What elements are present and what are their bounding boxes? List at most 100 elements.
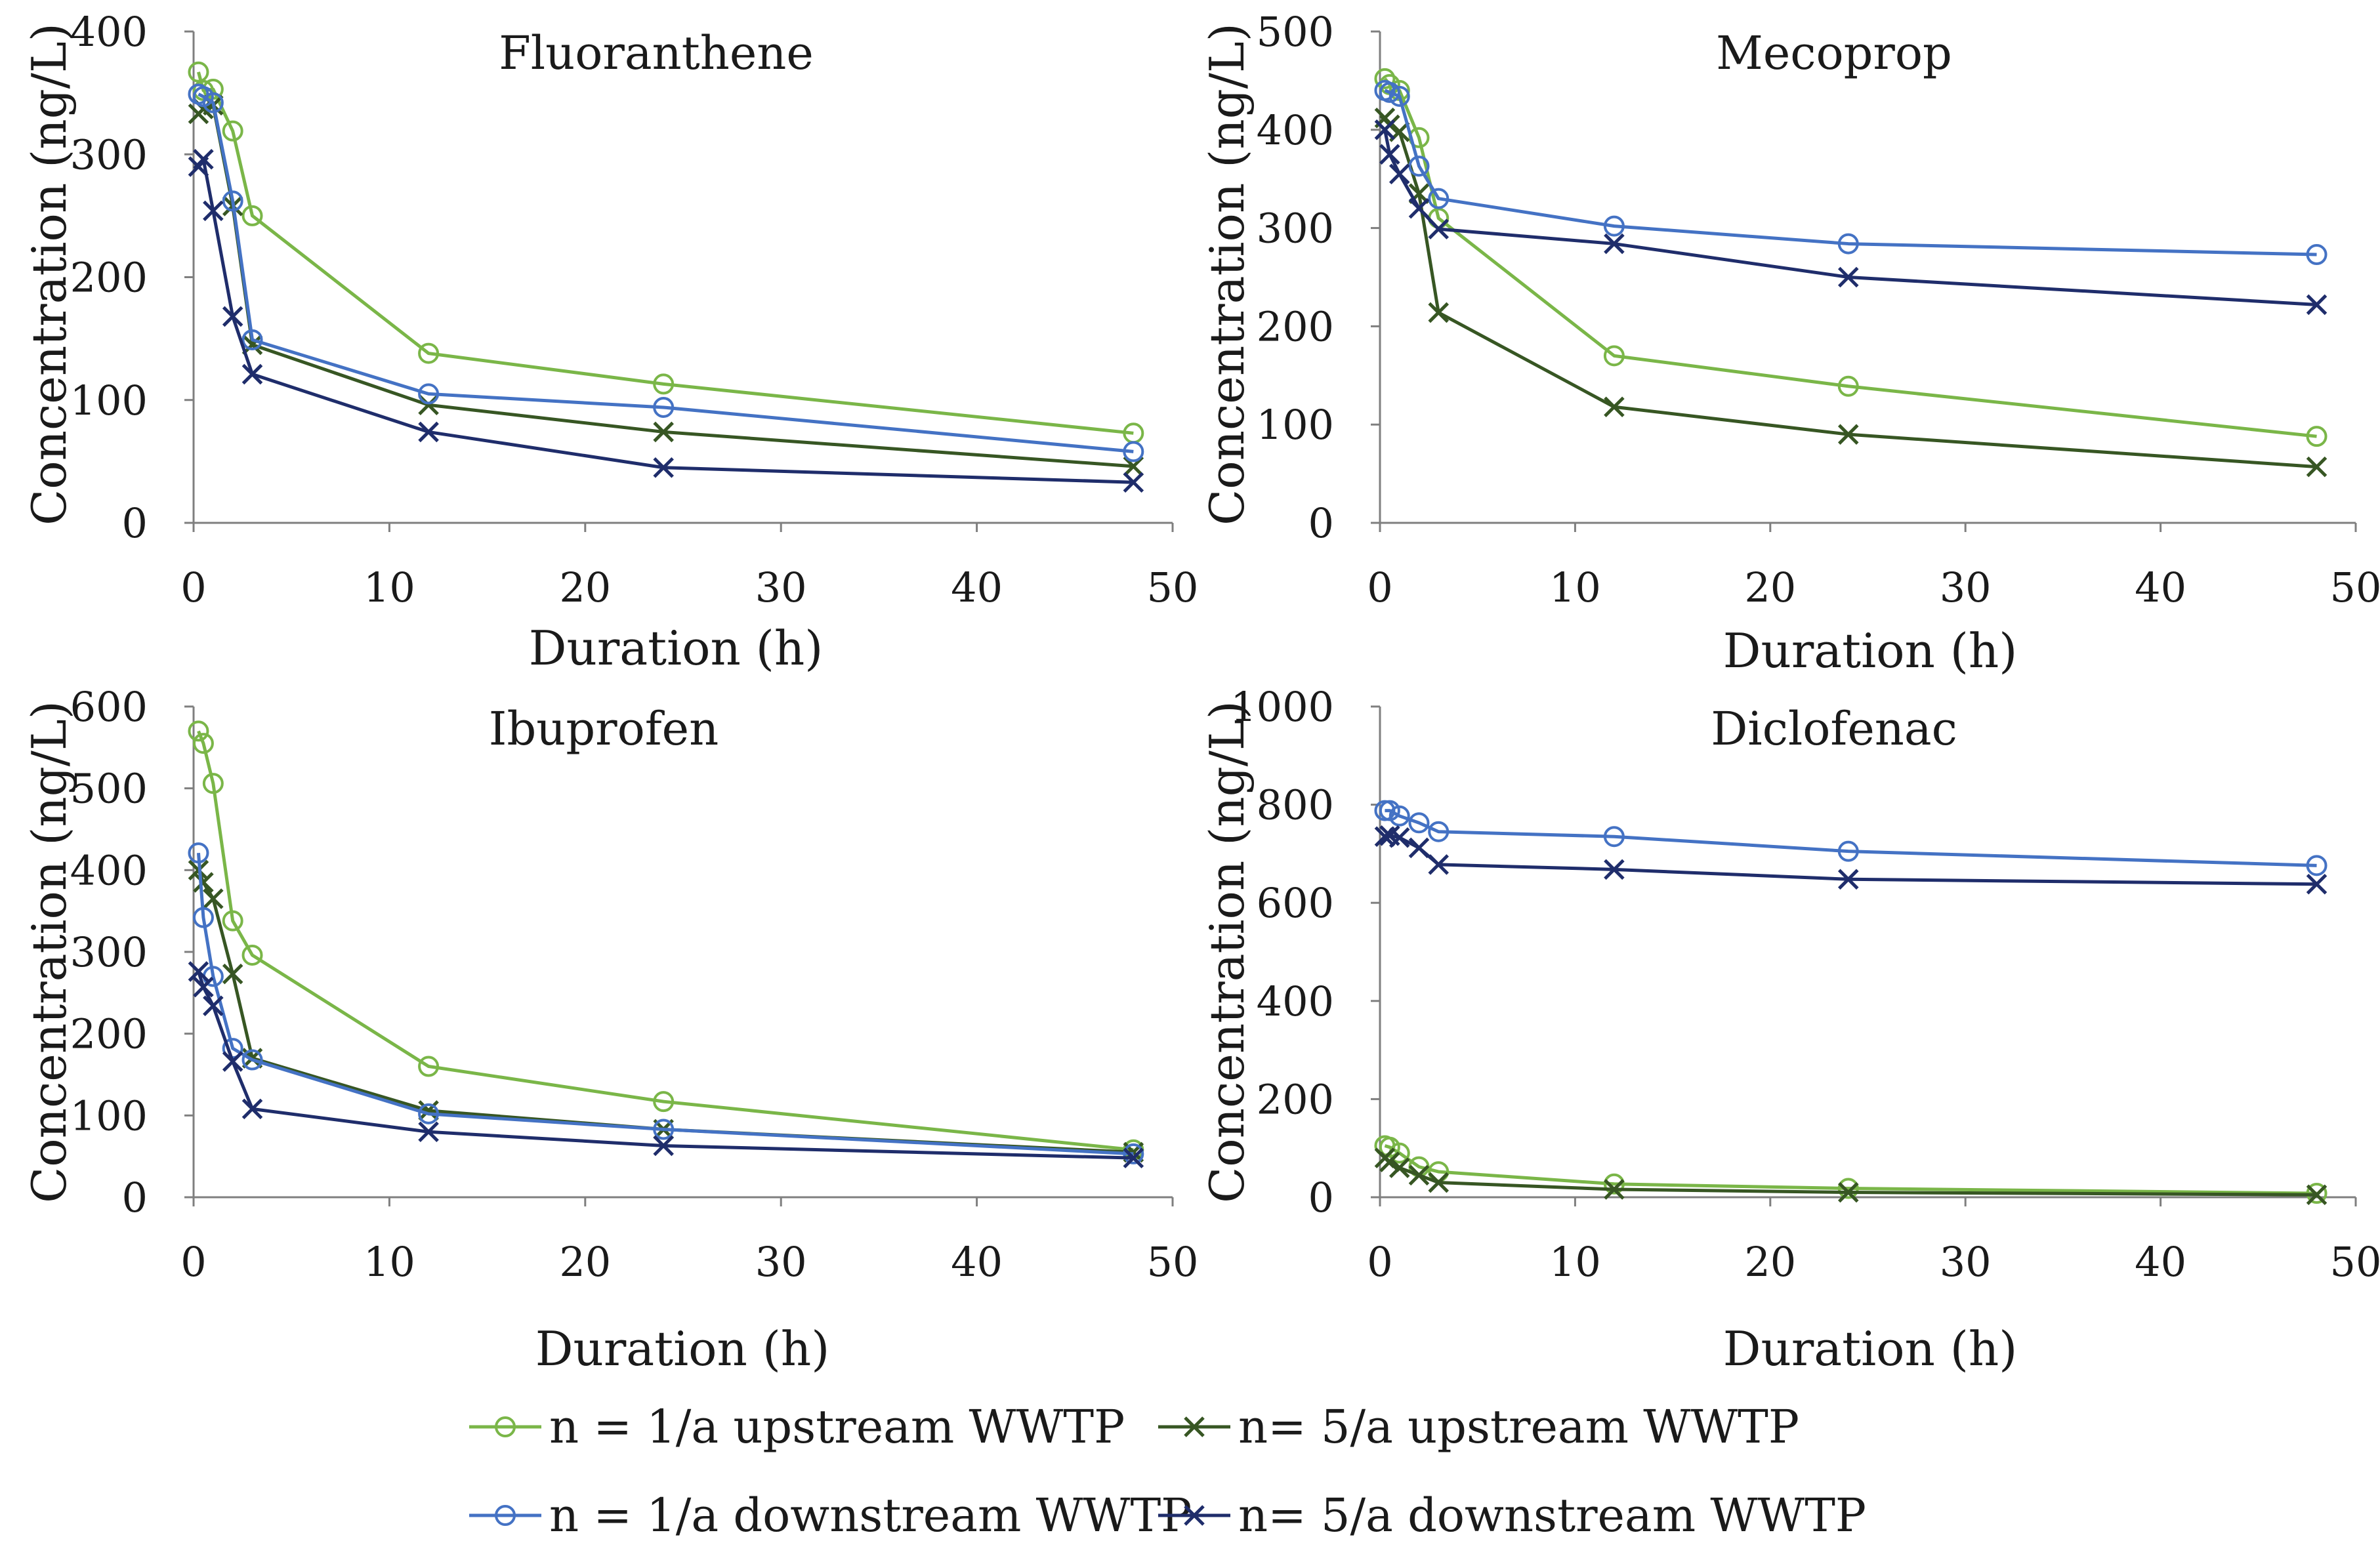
- data-point: [241, 334, 263, 356]
- y-tick-label: 600: [70, 683, 148, 731]
- x-tick-label: 30: [1940, 1238, 1992, 1286]
- legend: n = 1/a upstream WWTP n= 5/a upstream WWT…: [469, 1400, 1866, 1541]
- series-line: [1383, 77, 2317, 438]
- series-line: [196, 852, 1134, 1156]
- data-point: [193, 148, 214, 170]
- x-tick-label: 0: [180, 1238, 206, 1286]
- legend-label: n= 5/a downstream WWTP: [1238, 1489, 1866, 1541]
- legend-marker: [495, 1416, 516, 1437]
- data-point: [1603, 1173, 1625, 1195]
- data-point: [1388, 163, 1410, 184]
- data-point: [1388, 1157, 1410, 1178]
- data-point: [2306, 244, 2328, 266]
- data-point: [1123, 472, 1144, 493]
- series-line: [1384, 89, 2317, 257]
- x-tick-label: 20: [559, 1238, 611, 1286]
- x-axis-label: Duration (h): [1723, 1321, 2018, 1376]
- data-point: [222, 1051, 243, 1072]
- data-point: [1123, 1143, 1144, 1164]
- data-point: [1428, 854, 1449, 875]
- series-1: [188, 720, 1144, 1161]
- y-tick-label: 500: [70, 765, 148, 813]
- y-tick-label: 0: [122, 1174, 148, 1222]
- data-point: [1604, 233, 1625, 255]
- data-point: [1603, 345, 1625, 367]
- data-point: [418, 1103, 440, 1124]
- data-point: [188, 961, 209, 982]
- legend-label: n = 1/a upstream WWTP: [549, 1400, 1125, 1454]
- data-point: [203, 200, 224, 222]
- panel-ibuprofen: 0 100 200 300 400 500 600 0 10 20 30 40 50 Ibuprofen C…: [22, 683, 1198, 1376]
- series-3: [188, 83, 1144, 462]
- x-axis-label: Duration (h): [535, 1321, 830, 1376]
- data-point: [1428, 218, 1449, 239]
- legend-marker: [1184, 1416, 1205, 1437]
- data-point: [1123, 441, 1144, 462]
- data-point: [241, 329, 263, 350]
- series-4: [1374, 119, 2328, 316]
- x-tick-label: 0: [180, 564, 206, 611]
- x-tick-label: 0: [1367, 564, 1392, 611]
- y-tick-label: 300: [1257, 205, 1334, 253]
- series-4: [1374, 825, 2328, 895]
- x-tick-label: 40: [2135, 1238, 2186, 1286]
- legend-item-1: n = 1/a upstream WWTP: [469, 1400, 1125, 1454]
- x-tick-label: 10: [364, 1238, 415, 1286]
- data-point: [418, 383, 440, 405]
- series-3: [188, 842, 1144, 1164]
- data-point: [193, 976, 214, 998]
- data-point: [1428, 1172, 1449, 1193]
- y-tick-label: 400: [1257, 106, 1334, 154]
- legend-label: n = 1/a downstream WWTP: [549, 1489, 1192, 1541]
- data-point: [1428, 821, 1450, 842]
- data-point: [418, 1056, 440, 1077]
- y-tick-label: 600: [1257, 879, 1334, 927]
- series-2: [188, 859, 1144, 1163]
- y-tick-label: 100: [1257, 401, 1334, 449]
- x-tick-label: 20: [1744, 1238, 1796, 1286]
- x-axis-label: Duration (h): [529, 621, 824, 676]
- data-point: [418, 342, 440, 364]
- y-tick-label: 300: [70, 131, 148, 178]
- data-point: [241, 205, 263, 226]
- x-tick-label: 50: [1147, 564, 1199, 611]
- series-3: [1374, 800, 2328, 876]
- data-point: [188, 842, 209, 864]
- data-point: [188, 720, 209, 742]
- series-3: [1374, 79, 2328, 266]
- x-axis-label: Duration (h): [1723, 623, 2018, 678]
- x-tick-label: 30: [755, 564, 807, 611]
- y-tick-label: 100: [70, 377, 148, 424]
- data-point: [202, 92, 224, 113]
- data-point: [1408, 197, 1430, 219]
- series-line: [197, 157, 1134, 484]
- y-axis-label: Concentration (ng/L): [1200, 23, 1255, 525]
- y-tick-label: 500: [1257, 8, 1334, 56]
- data-point: [2306, 855, 2328, 876]
- data-point: [2306, 294, 2328, 316]
- x-tick-label: 30: [1940, 564, 1992, 611]
- panel-diclofenac: 0 200 400 600 800 1000 0 10 20 30 40 50 Diclofenac Co…: [1200, 683, 2380, 1376]
- y-tick-label: 0: [1308, 1174, 1334, 1222]
- data-point: [2306, 456, 2328, 478]
- data-point: [418, 1100, 439, 1121]
- x-tick-label: 50: [1147, 1238, 1199, 1286]
- data-point: [1837, 233, 1859, 255]
- data-point: [241, 363, 263, 385]
- panel-fluoranthene: 0 100 200 300 400 0 10 20 30 40 50 Fluoranthene Conc…: [22, 8, 1198, 676]
- x-tick-label: 10: [1549, 564, 1601, 611]
- legend-item-4: n= 5/a downstream WWTP: [1158, 1489, 1866, 1541]
- data-point: [1837, 266, 1859, 288]
- data-point: [1123, 1147, 1144, 1168]
- chart-title: Fluoranthene: [499, 26, 814, 80]
- data-point: [653, 1119, 675, 1140]
- data-point: [1388, 805, 1410, 827]
- data-point: [653, 421, 674, 443]
- data-point: [653, 373, 675, 395]
- data-point: [202, 773, 224, 794]
- data-point: [1379, 1151, 1400, 1172]
- data-point: [1379, 144, 1400, 165]
- y-tick-label: 200: [1257, 302, 1334, 350]
